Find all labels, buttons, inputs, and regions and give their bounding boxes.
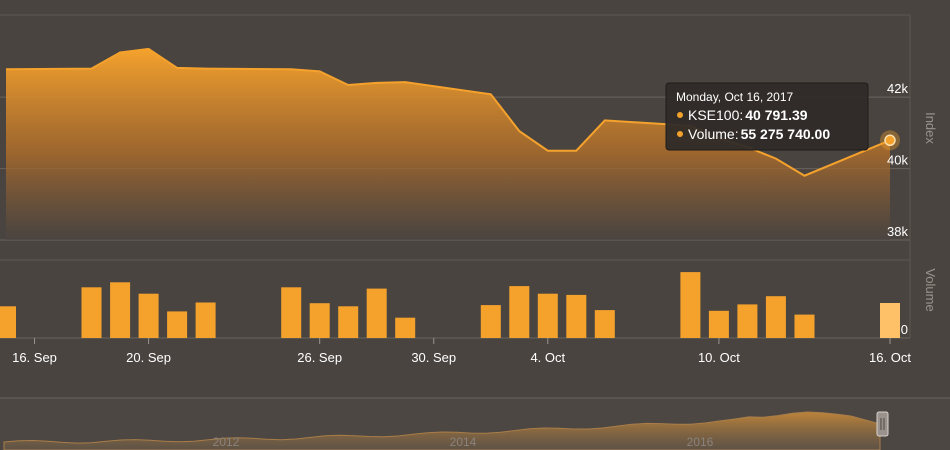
y-tick-index: 42k [887,81,908,96]
volume-bar [594,310,615,338]
volume-bar [0,306,16,338]
y-tick-index: 40k [887,153,908,168]
volume-bar [765,296,786,338]
volume-bar [81,287,102,338]
volume-bar [309,303,330,338]
x-tick-label: 10. Oct [698,350,740,365]
volume-bar [794,314,815,338]
navigator-handle[interactable] [876,411,889,437]
volume-bar [566,294,587,338]
x-tick-label: 20. Sep [126,350,171,365]
volume-bar [167,311,188,338]
x-tick-label: 30. Sep [411,350,456,365]
navigator-year-label: 2014 [450,435,477,449]
x-tick-label: 4. Oct [530,350,565,365]
volume-bar [680,272,701,338]
tooltip-series-value: 40 791.39 [745,107,807,123]
y-axis-title-index: Index [923,112,938,144]
tooltip-series-marker [677,112,683,118]
volume-bar [880,303,900,338]
tooltip-date: Monday, Oct 16, 2017 [676,90,794,104]
navigator-series [3,411,881,450]
volume-bar [366,288,387,338]
tooltip-series-name: KSE100: [688,107,743,123]
tooltip-series-name: Volume: [688,126,739,142]
navigator-year-label: 2012 [213,435,240,449]
tooltip: Monday, Oct 16, 2017 KSE100: 40 791.39 Vol… [665,82,869,151]
tooltip-series-marker [677,131,683,137]
volume-bar [708,310,729,338]
x-tick-label: 16. Oct [869,350,911,365]
y-tick-index: 38k [887,224,908,239]
kse100-area [6,48,890,241]
volume-bar [395,317,416,338]
volume-bar [338,306,359,338]
x-tick-label: 26. Sep [297,350,342,365]
volume-bar [110,282,131,338]
tooltip-series-value: 55 275 740.00 [741,126,831,142]
hover-point [884,134,896,147]
tooltip-box [665,82,869,151]
navigator-year-label: 2016 [687,435,714,449]
volume-bar [509,286,530,338]
x-tick-label: 16. Sep [12,350,57,365]
y-axis-title-volume: Volume [923,268,938,311]
y-tick-volume: 0 [901,322,908,337]
volume-bar [195,302,216,338]
volume-bar [138,293,159,338]
volume-bar [480,305,501,338]
volume-bar [281,287,302,338]
volume-bar [537,293,558,338]
volume-bar [737,304,758,338]
